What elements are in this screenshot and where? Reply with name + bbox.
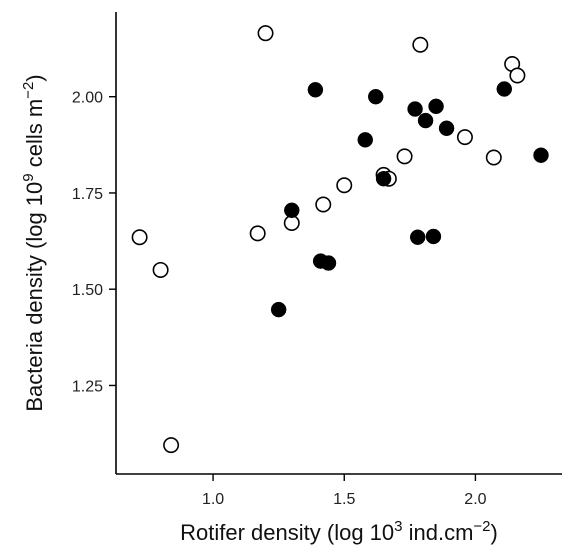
- open-data-point: [336, 177, 353, 194]
- filled-data-point: [284, 202, 300, 219]
- data-points: [131, 25, 549, 454]
- open-data-point: [456, 129, 473, 146]
- open-data-point: [249, 225, 266, 242]
- open-data-point: [412, 36, 429, 53]
- filled-data-point: [357, 132, 373, 148]
- open-data-point: [131, 229, 148, 246]
- x-axis-ticks: 1.0 1.5 2.0: [202, 474, 487, 508]
- x-tick-label: 1.5: [333, 491, 355, 508]
- y-axis-ticks: 1.25 1.50 1.75 2.00: [72, 90, 116, 395]
- y-tick-label: 2.00: [72, 90, 103, 107]
- filled-data-point: [533, 147, 549, 163]
- filled-data-point: [320, 255, 337, 271]
- filled-data-point: [270, 301, 287, 318]
- x-tick-label: 2.0: [464, 491, 486, 508]
- filled-data-point: [367, 88, 384, 105]
- filled-data-point: [438, 120, 455, 137]
- y-tick-label: 1.75: [72, 186, 103, 203]
- filled-data-point: [375, 170, 392, 187]
- filled-data-point: [407, 101, 423, 117]
- open-data-point: [396, 148, 413, 165]
- filled-data-point: [417, 112, 434, 129]
- filled-data-point: [425, 228, 442, 245]
- x-tick-label: 1.0: [202, 491, 224, 508]
- open-data-point: [163, 437, 180, 454]
- filled-data-point: [409, 229, 426, 245]
- filled-data-point: [428, 98, 444, 115]
- y-tick-label: 1.50: [72, 282, 103, 299]
- open-data-point: [315, 196, 332, 213]
- open-data-point: [257, 25, 274, 42]
- y-axis-title: Bacteria density (log 109 cells m−2): [20, 74, 47, 411]
- y-tick-label: 1.25: [72, 378, 103, 395]
- x-axis-title: Rotifer density (log 103 ind.cm−2): [180, 518, 498, 545]
- filled-data-point: [496, 81, 513, 97]
- open-data-point: [152, 261, 169, 278]
- filled-data-point: [307, 82, 324, 98]
- open-data-point: [509, 67, 526, 84]
- open-data-point: [485, 149, 502, 166]
- plot-axes: [115, 12, 562, 475]
